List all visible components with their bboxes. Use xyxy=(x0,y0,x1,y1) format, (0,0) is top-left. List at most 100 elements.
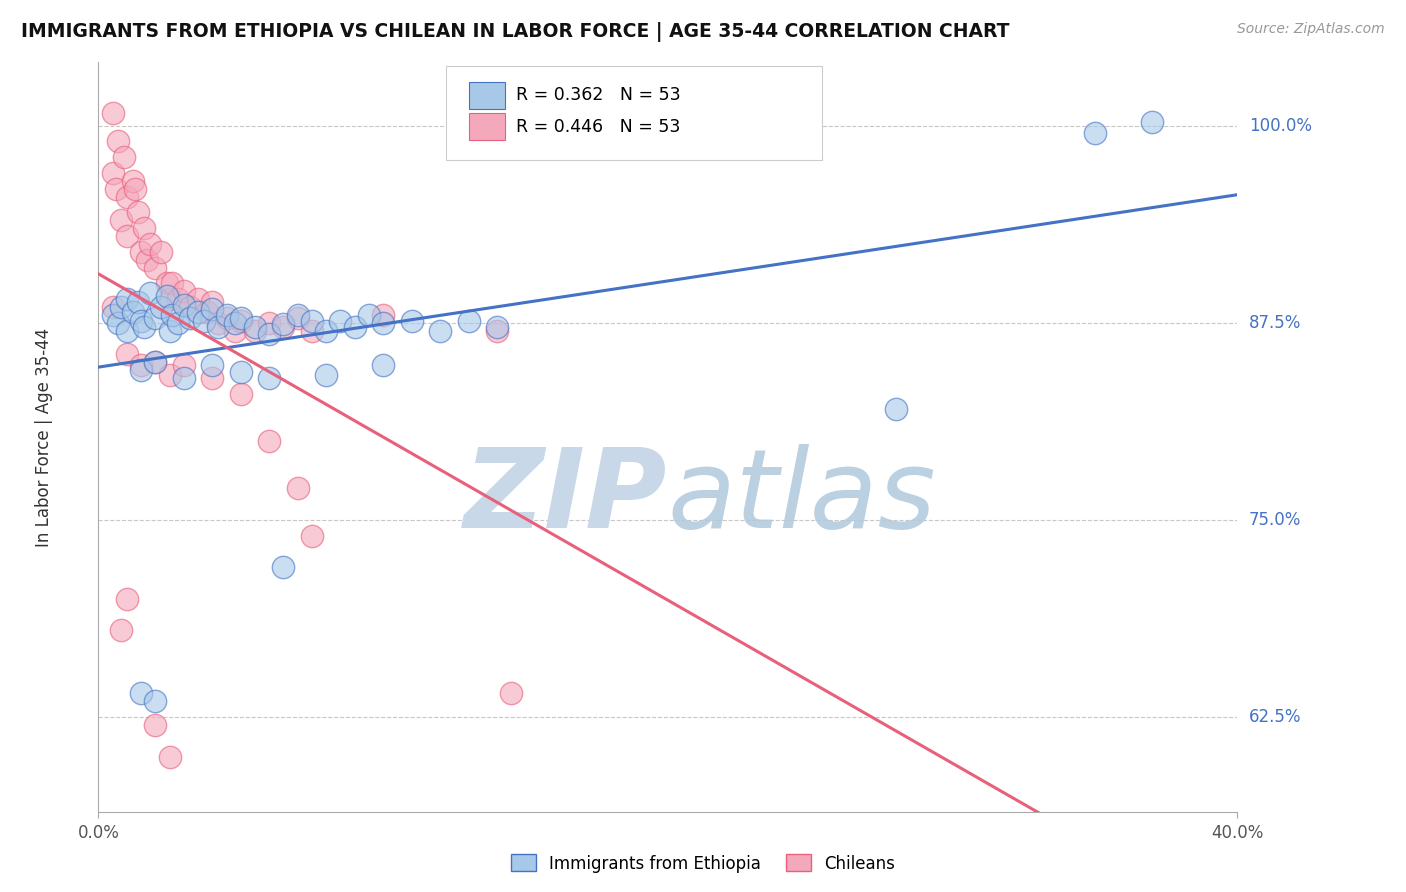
Point xyxy=(201,371,224,385)
Point xyxy=(201,295,224,310)
Point xyxy=(156,277,179,291)
Point xyxy=(145,694,167,708)
Point xyxy=(101,300,124,314)
Point xyxy=(243,324,266,338)
Point xyxy=(145,355,167,369)
Point xyxy=(357,308,380,322)
Point xyxy=(373,316,395,330)
Point xyxy=(173,298,195,312)
Point xyxy=(229,310,252,325)
Point xyxy=(129,686,152,700)
Point xyxy=(112,150,135,164)
Point xyxy=(115,292,138,306)
FancyBboxPatch shape xyxy=(446,66,821,160)
Point xyxy=(243,320,266,334)
Point xyxy=(429,324,451,338)
Point xyxy=(224,324,246,338)
Point xyxy=(287,481,309,495)
Point xyxy=(107,134,129,148)
Point xyxy=(115,229,138,244)
Point xyxy=(273,320,295,334)
Point xyxy=(162,308,184,322)
Point xyxy=(159,292,181,306)
Point xyxy=(259,434,281,448)
Point xyxy=(179,300,201,314)
Point xyxy=(132,221,155,235)
Point xyxy=(107,316,129,330)
Point xyxy=(173,371,195,385)
Point xyxy=(215,308,238,322)
Point xyxy=(207,316,229,330)
Point xyxy=(129,359,152,373)
Point xyxy=(373,308,395,322)
Point xyxy=(101,308,124,322)
Point xyxy=(129,363,152,377)
Point xyxy=(1084,127,1107,141)
Point xyxy=(1140,115,1163,129)
Point xyxy=(207,320,229,334)
Text: IMMIGRANTS FROM ETHIOPIA VS CHILEAN IN LABOR FORCE | AGE 35-44 CORRELATION CHART: IMMIGRANTS FROM ETHIOPIA VS CHILEAN IN L… xyxy=(21,22,1010,42)
Point xyxy=(132,320,155,334)
Point xyxy=(301,529,323,543)
Point xyxy=(501,686,523,700)
Point xyxy=(229,386,252,401)
Point xyxy=(135,252,157,267)
Text: 75.0%: 75.0% xyxy=(1249,511,1301,529)
Text: R = 0.362   N = 53: R = 0.362 N = 53 xyxy=(516,87,681,104)
Point xyxy=(127,205,149,219)
Point xyxy=(301,314,323,328)
Point xyxy=(287,310,309,325)
Point xyxy=(884,402,907,417)
Point xyxy=(110,300,132,314)
Point xyxy=(201,301,224,316)
Point xyxy=(115,189,138,203)
Point xyxy=(193,314,215,328)
Point xyxy=(145,718,167,732)
Point xyxy=(259,316,281,330)
Point xyxy=(138,236,160,251)
Point xyxy=(343,320,366,334)
Point xyxy=(150,300,173,314)
Point xyxy=(115,324,138,338)
Point xyxy=(104,181,127,195)
Point xyxy=(187,304,209,318)
Point xyxy=(201,359,224,373)
Text: Source: ZipAtlas.com: Source: ZipAtlas.com xyxy=(1237,22,1385,37)
Point xyxy=(315,324,337,338)
Text: R = 0.446   N = 53: R = 0.446 N = 53 xyxy=(516,118,681,136)
Point xyxy=(129,244,152,259)
Point xyxy=(259,371,281,385)
Point xyxy=(273,560,295,574)
Point xyxy=(486,324,509,338)
Point xyxy=(173,359,195,373)
Point xyxy=(179,310,201,325)
Point xyxy=(127,295,149,310)
Point xyxy=(110,624,132,638)
Point xyxy=(101,106,124,120)
Point xyxy=(187,292,209,306)
Point xyxy=(401,314,423,328)
Point xyxy=(229,314,252,328)
Point xyxy=(315,368,337,382)
Point xyxy=(159,324,181,338)
Point xyxy=(301,324,323,338)
Text: 62.5%: 62.5% xyxy=(1249,708,1301,726)
Point xyxy=(457,314,479,328)
Point xyxy=(138,285,160,300)
Text: atlas: atlas xyxy=(668,443,936,550)
Point xyxy=(259,326,281,341)
Point xyxy=(159,368,181,382)
Point xyxy=(215,310,238,325)
Point xyxy=(145,260,167,275)
Point xyxy=(115,591,138,606)
FancyBboxPatch shape xyxy=(468,113,505,140)
Point xyxy=(115,347,138,361)
Point xyxy=(156,289,179,303)
Point xyxy=(129,314,152,328)
Point xyxy=(195,304,218,318)
Text: ZIP: ZIP xyxy=(464,443,668,550)
Point xyxy=(373,359,395,373)
Point xyxy=(124,181,146,195)
Text: In Labor Force | Age 35-44: In Labor Force | Age 35-44 xyxy=(35,327,53,547)
Text: 100.0%: 100.0% xyxy=(1249,117,1312,135)
